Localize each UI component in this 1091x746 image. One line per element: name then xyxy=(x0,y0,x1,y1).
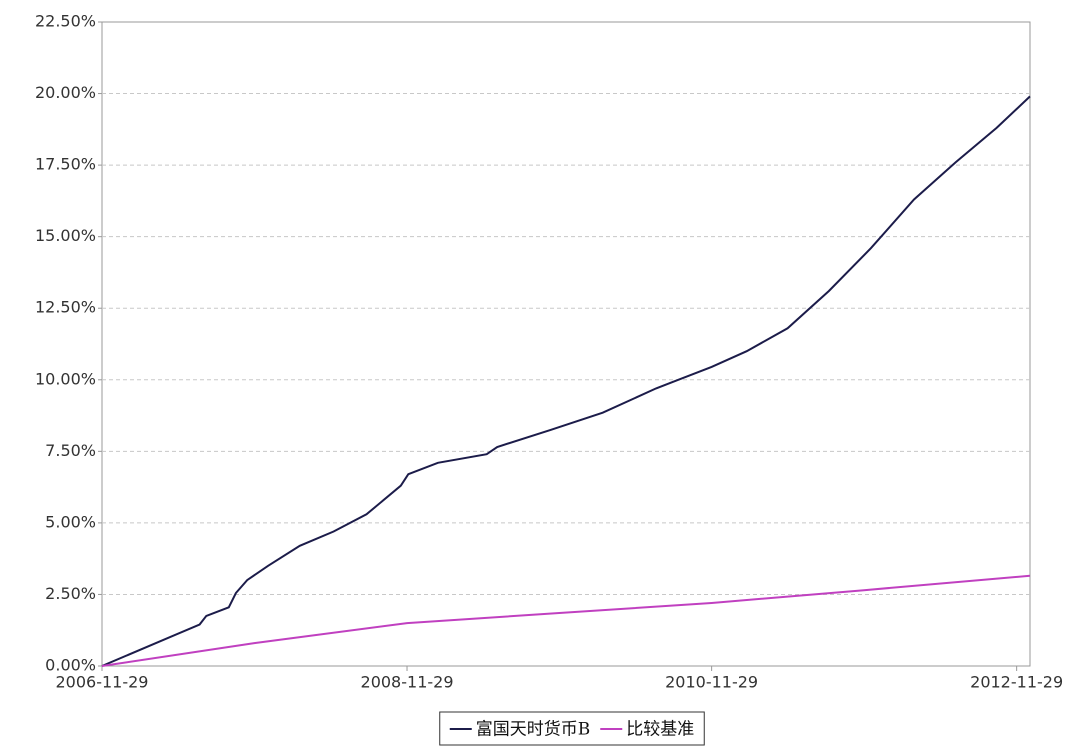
y-tick-label: 0.00% xyxy=(45,656,96,675)
series-line xyxy=(101,574,1031,667)
x-tick-label: 2012-11-29 xyxy=(970,673,1063,692)
x-tick-label: 2008-11-29 xyxy=(361,673,454,692)
y-tick-label: 15.00% xyxy=(35,226,96,245)
x-tick-label: 2006-11-29 xyxy=(56,673,149,692)
y-tick-label: 22.50% xyxy=(35,12,96,31)
series-line xyxy=(101,95,1031,667)
y-tick-label: 10.00% xyxy=(35,369,96,388)
x-tick-label: 2010-11-29 xyxy=(665,673,758,692)
legend-label: 比较基准 xyxy=(626,720,694,740)
y-tick-label: 17.50% xyxy=(35,155,96,174)
plot-area xyxy=(101,21,1031,667)
y-tick-label: 2.50% xyxy=(45,584,96,603)
legend-label: 富国天时货币B xyxy=(476,720,591,740)
y-tick-label: 7.50% xyxy=(45,441,96,460)
y-tick-label: 5.00% xyxy=(45,512,96,531)
y-tick-label: 20.00% xyxy=(35,83,96,102)
legend: 富国天时货币B 比较基准 xyxy=(439,711,705,746)
legend-box xyxy=(439,711,705,746)
y-tick-label: 12.50% xyxy=(35,298,96,317)
